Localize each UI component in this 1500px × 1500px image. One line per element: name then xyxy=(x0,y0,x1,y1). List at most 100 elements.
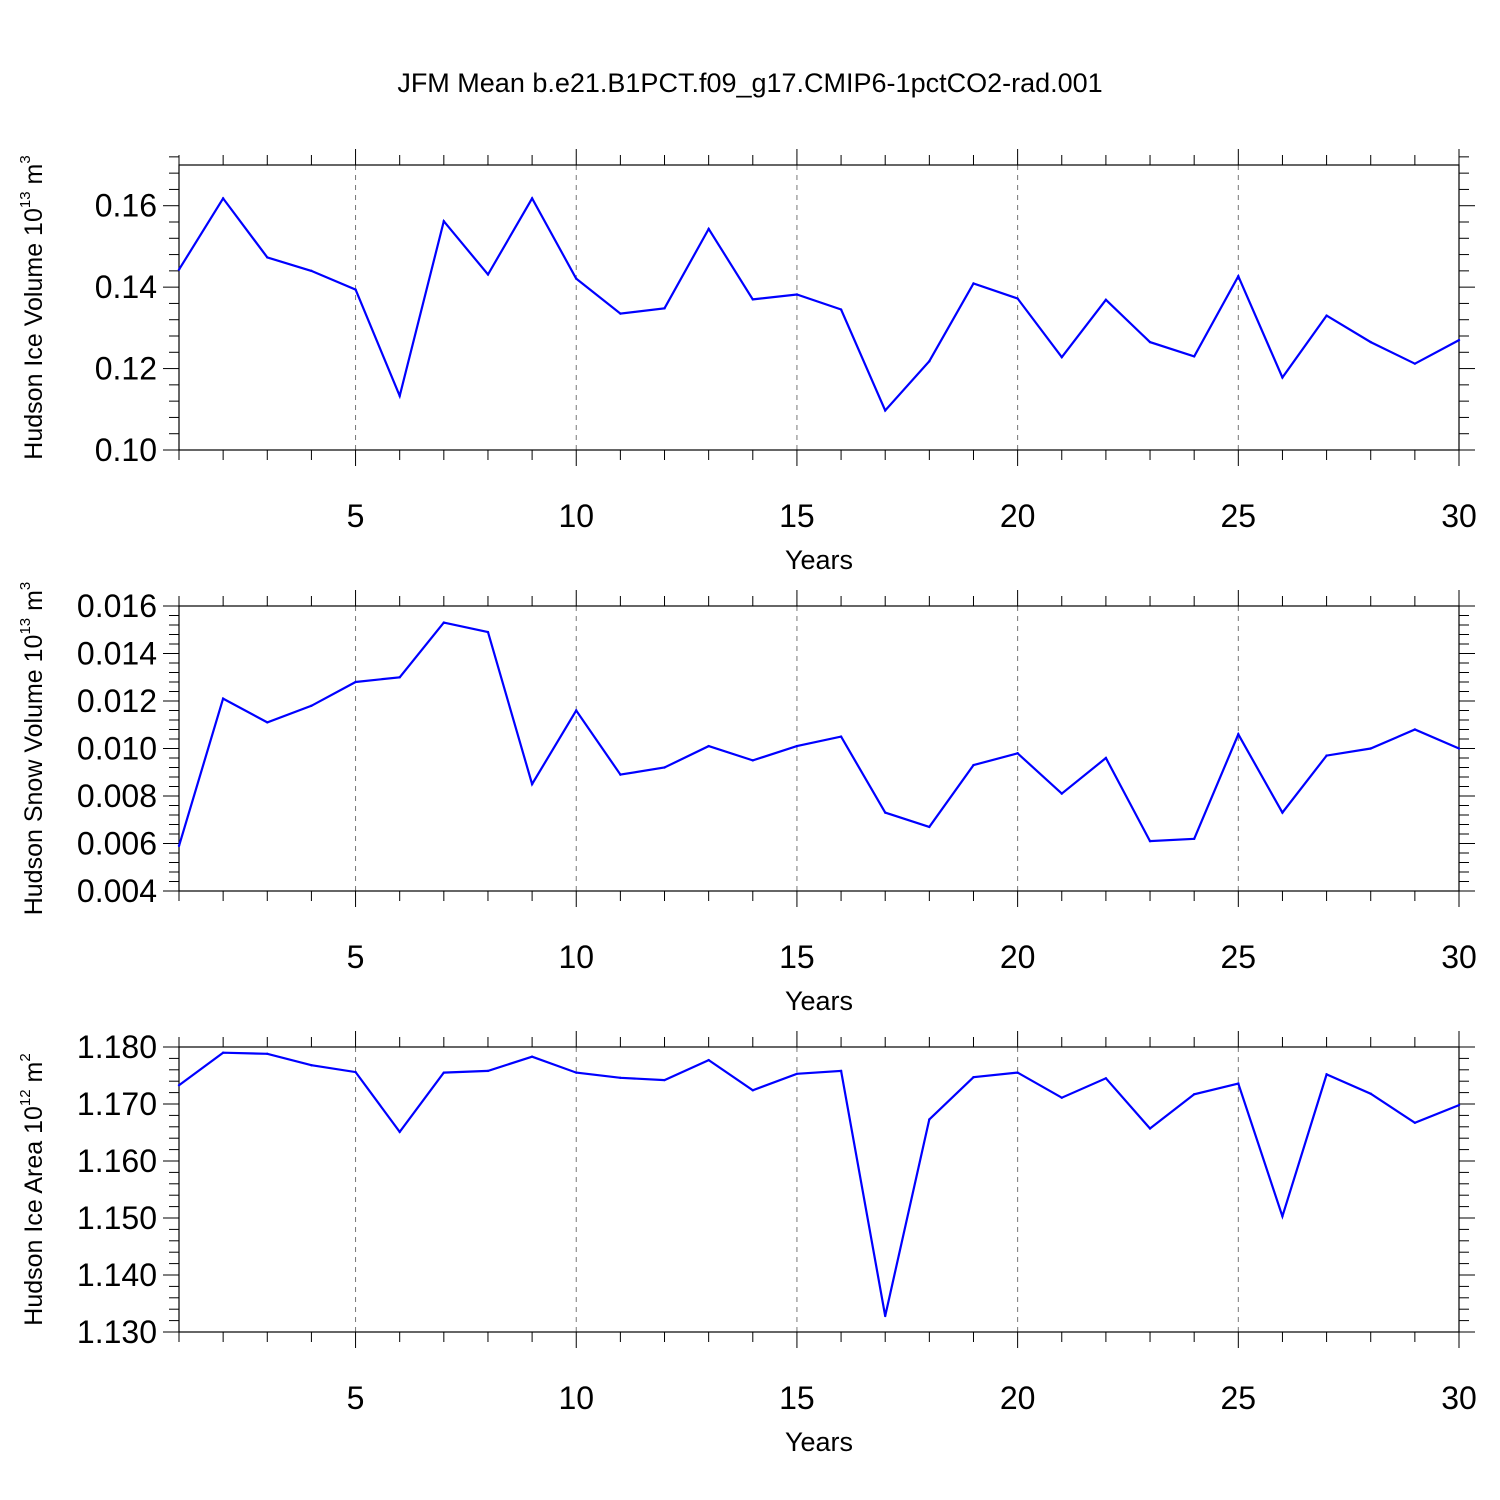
x-tick-label: 15 xyxy=(779,939,815,975)
data-point xyxy=(1281,376,1284,379)
y-tick-label: 0.008 xyxy=(77,778,157,814)
data-point xyxy=(486,273,490,276)
data-point xyxy=(354,1070,357,1074)
data-point xyxy=(663,1078,666,1082)
y-tick-label: 0.004 xyxy=(77,873,157,909)
data-point xyxy=(177,844,181,848)
data-point xyxy=(1369,747,1372,750)
y-tick-label: 1.130 xyxy=(77,1314,157,1350)
data-point xyxy=(1016,752,1019,755)
data-point xyxy=(972,1076,975,1079)
data-point xyxy=(486,1069,490,1073)
data-point xyxy=(1148,839,1152,843)
data-point xyxy=(619,773,622,776)
x-tick-label: 25 xyxy=(1221,1380,1257,1416)
y-tick-label: 0.006 xyxy=(77,826,157,862)
data-point xyxy=(1016,297,1019,300)
data-point xyxy=(1457,338,1461,342)
data-point xyxy=(1325,1073,1328,1076)
data-point xyxy=(795,744,799,748)
y-tick-label: 1.160 xyxy=(77,1143,157,1179)
y-tick-label: 0.16 xyxy=(95,188,157,224)
data-point xyxy=(1413,1121,1417,1125)
data-point xyxy=(619,312,622,315)
x-tick-label: 25 xyxy=(1221,939,1257,975)
x-axis-label: Years xyxy=(785,986,853,1016)
data-point xyxy=(1104,756,1108,760)
data-point xyxy=(839,308,843,311)
data-point xyxy=(884,409,887,412)
panel-1: 5 10 15 20 25 30 0.10 0.12 0.14 0.16 Years Hudson I… xyxy=(17,149,1477,575)
x-tick-label: 5 xyxy=(347,1380,365,1416)
data-point xyxy=(1325,754,1328,757)
data-point xyxy=(1060,355,1063,359)
data-point xyxy=(1237,1082,1240,1085)
data-point xyxy=(1369,1092,1372,1095)
x-tick-label: 30 xyxy=(1441,939,1477,975)
data-point xyxy=(928,360,931,363)
data-point xyxy=(884,811,887,814)
plot-frame xyxy=(178,605,1460,892)
data-point xyxy=(1237,733,1240,736)
data-point xyxy=(575,709,578,712)
data-point xyxy=(221,697,225,700)
data-point xyxy=(884,1314,887,1318)
x-tick-label: 30 xyxy=(1441,498,1477,534)
y-axis-label: Hudson Ice Volume 1013 m3 xyxy=(17,155,48,459)
data-point xyxy=(530,782,534,786)
y-axis-label: Hudson Ice Area 1012 m2 xyxy=(17,1053,48,1325)
data-point xyxy=(486,630,490,634)
data-point xyxy=(575,277,578,280)
x-tick-label: 15 xyxy=(779,1380,815,1416)
data-point xyxy=(354,288,357,291)
data-point xyxy=(972,763,975,767)
data-point xyxy=(707,227,710,231)
data-point xyxy=(1325,314,1328,317)
y-axis-label: Hudson Snow Volume 1013 m3 xyxy=(17,582,48,916)
data-point xyxy=(663,307,666,310)
y-tick-label: 1.170 xyxy=(77,1086,157,1122)
data-point xyxy=(310,1064,313,1067)
data-point xyxy=(1148,340,1152,344)
chart-title: JFM Mean b.e21.B1PCT.f09_g17.CMIP6-1pctC… xyxy=(397,68,1102,98)
data-point xyxy=(1413,362,1417,365)
panel-3: 5 10 15 20 25 30 1.130 1.140 1.150 1.160 1.170 1.18… xyxy=(17,1029,1477,1457)
data-point xyxy=(221,197,225,200)
data-point xyxy=(1369,340,1372,344)
data-point xyxy=(928,1118,931,1121)
panel-2: 5 10 15 20 25 30 0.004 0.006 0.008 0.010 0.012 0.01… xyxy=(17,582,1477,1016)
data-point xyxy=(1457,1103,1461,1107)
x-tick-label: 15 xyxy=(779,498,815,534)
data-point xyxy=(751,1089,754,1092)
data-point xyxy=(1192,837,1196,840)
data-point xyxy=(310,704,313,707)
x-tick-label: 5 xyxy=(347,939,365,975)
data-point xyxy=(177,1083,181,1087)
x-tick-label: 20 xyxy=(1000,1380,1036,1416)
data-point xyxy=(928,825,931,829)
y-tick-label: 0.010 xyxy=(77,731,157,767)
data-point xyxy=(398,1130,401,1134)
x-axis-label: Years xyxy=(785,1427,853,1457)
data-point xyxy=(1457,747,1461,750)
x-tick-label: 30 xyxy=(1441,1380,1477,1416)
data-point xyxy=(795,293,799,296)
series-line xyxy=(177,621,1460,847)
x-tick-label: 25 xyxy=(1221,498,1257,534)
data-point xyxy=(1104,298,1108,301)
data-point xyxy=(530,1055,534,1058)
data-point xyxy=(1237,274,1240,278)
data-point xyxy=(221,1051,225,1054)
y-tick-label: 0.12 xyxy=(95,351,157,387)
data-point xyxy=(398,394,401,398)
data-point xyxy=(398,676,401,679)
data-point xyxy=(707,1058,710,1062)
series-line xyxy=(178,196,1460,413)
data-point xyxy=(839,735,843,738)
data-point xyxy=(1060,1096,1063,1099)
data-point xyxy=(530,197,534,200)
data-point xyxy=(1281,1215,1284,1218)
data-point xyxy=(354,680,357,684)
data-point xyxy=(1281,811,1284,814)
y-tick-label: 0.014 xyxy=(77,636,157,672)
